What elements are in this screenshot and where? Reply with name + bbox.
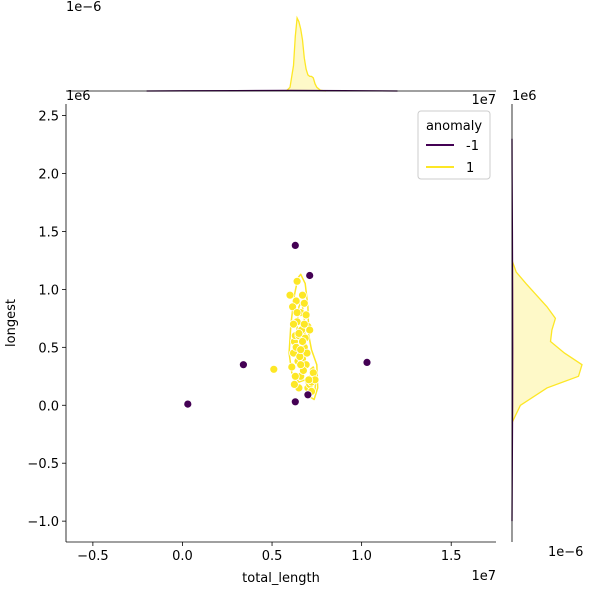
x-tick-label: 1.5 [441, 549, 462, 564]
y-tick-label: −0.5 [27, 457, 59, 472]
top-marginal-density [146, 15, 398, 92]
scatter-point [298, 290, 307, 300]
scatter-point [290, 240, 300, 250]
scatter-point [285, 290, 295, 300]
top-density-fill [286, 18, 326, 91]
y-offset-label: 1e6 [66, 89, 91, 104]
right-marginal: 1e6 1e−6 [511, 89, 583, 560]
right-marginal-y-offset-label: 1e6 [512, 89, 537, 104]
y-tick-label: 2.5 [38, 110, 59, 125]
legend-title: anomaly [426, 119, 482, 134]
scatter-point [290, 371, 300, 381]
top-marginal-offset-label: 1e−6 [66, 0, 101, 15]
right-density-fill [512, 260, 582, 423]
legend-label-neg1: -1 [466, 139, 479, 154]
x-tick-label: −0.5 [77, 549, 109, 564]
y-tick-label: 0.5 [38, 341, 59, 356]
x-tick-label: 0.0 [172, 549, 193, 564]
scatter-point [290, 397, 300, 407]
x-axis-label: total_length [242, 571, 320, 586]
scatter-point [301, 310, 311, 320]
top-marginal-x-offset-label: 1e7 [471, 93, 496, 108]
y-ticks: −1.0 −0.5 0.0 0.5 1.0 1.5 2.0 2.5 [27, 110, 66, 530]
scatter-point [296, 360, 306, 370]
right-marginal-density [511, 138, 583, 522]
right-density-line [511, 260, 583, 423]
y-tick-label: 1.0 [38, 283, 59, 298]
y-tick-label: 0.0 [38, 399, 59, 414]
scatter-point [292, 276, 302, 286]
scatter-point [299, 319, 309, 329]
scatter-point [298, 337, 307, 346]
top-marginal: 1e−6 1e7 [66, 0, 496, 108]
scatter-point [362, 357, 372, 367]
scatter-point [238, 360, 248, 370]
scatter-point [289, 319, 298, 329]
x-tick-label: 0.5 [262, 549, 283, 564]
right-marginal-offset-label: 1e−6 [548, 545, 583, 560]
y-axis-label: longest [4, 299, 19, 347]
x-tick-label: 1.0 [351, 549, 372, 564]
scatter-point [299, 298, 309, 308]
main-plot: −0.5 0.0 0.5 1.0 1.5 −1.0 −0.5 0.0 0.5 1.0 1.5 2.0… [4, 89, 496, 586]
y-tick-label: −1.0 [27, 515, 59, 530]
y-tick-label: 1.5 [38, 225, 59, 240]
legend: anomaly -1 1 [417, 110, 491, 180]
scatter-point [289, 379, 299, 389]
y-tick-label: 2.0 [38, 168, 59, 183]
x-ticks: −0.5 0.0 0.5 1.0 1.5 [77, 542, 462, 564]
x-offset-label: 1e7 [471, 569, 496, 584]
scatter-point [296, 345, 306, 355]
top-density-line [285, 15, 326, 92]
scatter-point [304, 375, 314, 385]
scatter-point [305, 271, 315, 280]
legend-label-pos1: 1 [466, 161, 474, 176]
scatter-point [303, 390, 313, 400]
scatter-point [292, 308, 302, 318]
scatter-point [269, 364, 279, 374]
scatter-points [183, 240, 372, 409]
scatter-point [294, 328, 304, 338]
scatter-point [288, 302, 298, 312]
scatter-point [183, 399, 193, 409]
scatter-point [287, 362, 297, 372]
